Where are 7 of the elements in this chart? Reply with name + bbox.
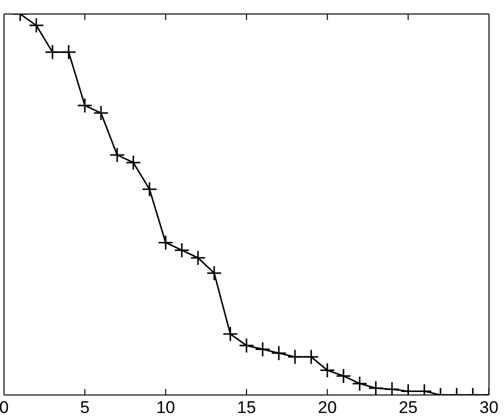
x-tick-label: 30 [480, 398, 498, 418]
x-tick-label: 10 [156, 398, 176, 418]
x-tick-label: 0 [0, 398, 9, 418]
x-tick-label: 15 [237, 398, 256, 418]
x-tick-label: 25 [398, 398, 418, 418]
x-tick-label: 5 [80, 398, 90, 418]
x-tick-label: 20 [318, 398, 337, 418]
